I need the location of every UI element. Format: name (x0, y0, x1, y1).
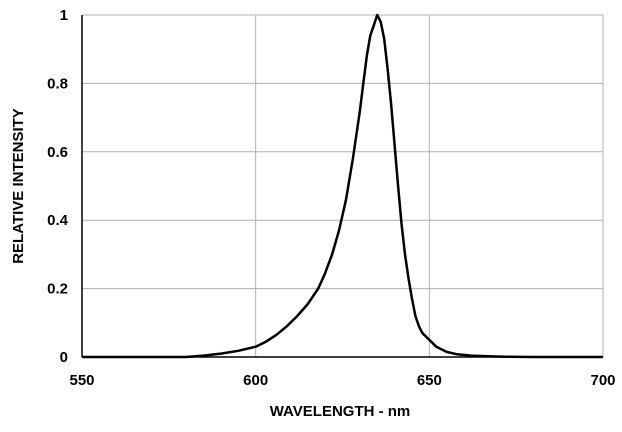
spectrum-series-line-0 (82, 13, 603, 359)
grid-layer (82, 14, 604, 357)
y-tick-label: 0.2 (47, 281, 68, 298)
tick-label-layer: 0 0.2 0.4 0.6 0.8 1 550 600 650 700 (47, 7, 615, 389)
x-tick-label: 700 (590, 372, 615, 389)
x-tick-label: 650 (417, 372, 442, 389)
x-tick-label: 550 (69, 372, 94, 389)
y-tick-label: 1 (60, 7, 68, 24)
axis-layer (81, 15, 603, 358)
series-layer (82, 13, 603, 359)
y-tick-label: 0.4 (47, 212, 69, 229)
y-tick-label: 0.6 (47, 144, 68, 161)
y-tick-label: 0.8 (47, 75, 68, 92)
y-tick-label: 0 (60, 349, 68, 366)
y-axis-label: RELATIVE INTENSITY (10, 108, 27, 264)
x-axis-label: WAVELENGTH - nm (270, 403, 411, 420)
x-tick-label: 600 (243, 372, 268, 389)
